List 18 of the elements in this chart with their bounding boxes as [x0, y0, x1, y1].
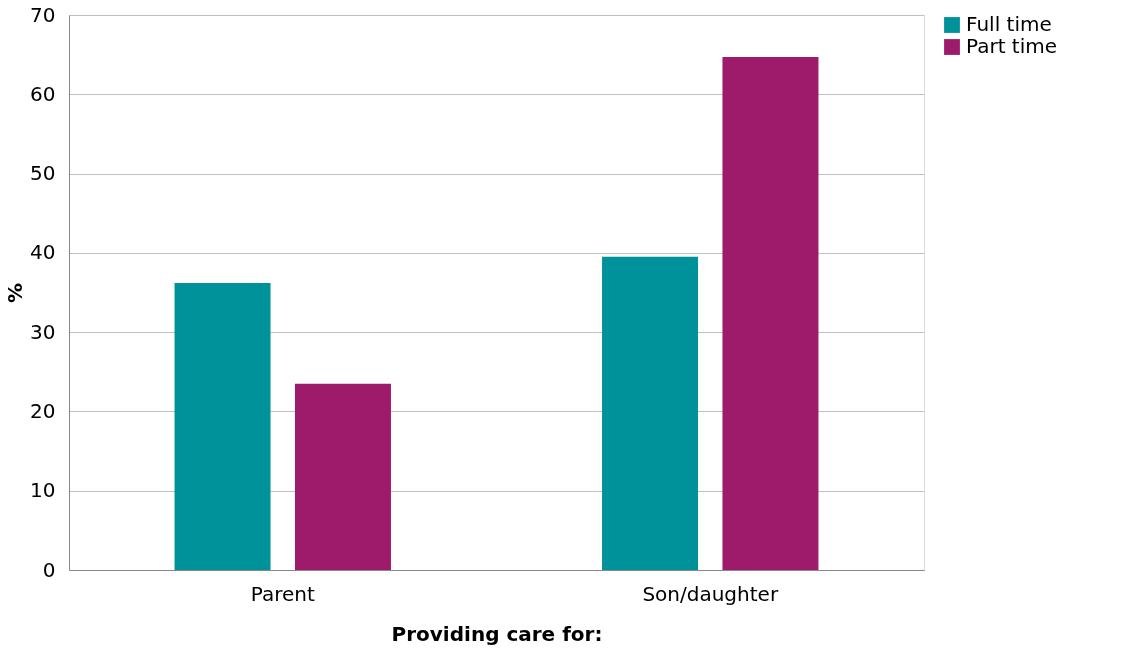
y-tick-label: 40 [30, 240, 56, 265]
legend-label: Part time [966, 34, 1058, 58]
bar [174, 282, 271, 570]
y-tick-label: 0 [42, 557, 56, 582]
y-tick-label: 70 [30, 2, 56, 27]
bar [294, 383, 391, 570]
y-tick-label: 60 [30, 81, 56, 106]
bar [722, 57, 819, 570]
x-tick-label: Son/daughter [642, 581, 779, 606]
y-axis-title: % [3, 282, 28, 304]
x-axis-title: Providing care for: [391, 621, 603, 646]
bar [602, 256, 699, 570]
y-tick-label: 30 [30, 319, 56, 344]
y-tick-label: 50 [30, 161, 56, 186]
y-tick-label: 10 [30, 478, 56, 503]
x-tick-label: Parent [250, 581, 315, 606]
legend-label: Full time [966, 12, 1052, 36]
y-tick-label: 20 [30, 398, 56, 423]
